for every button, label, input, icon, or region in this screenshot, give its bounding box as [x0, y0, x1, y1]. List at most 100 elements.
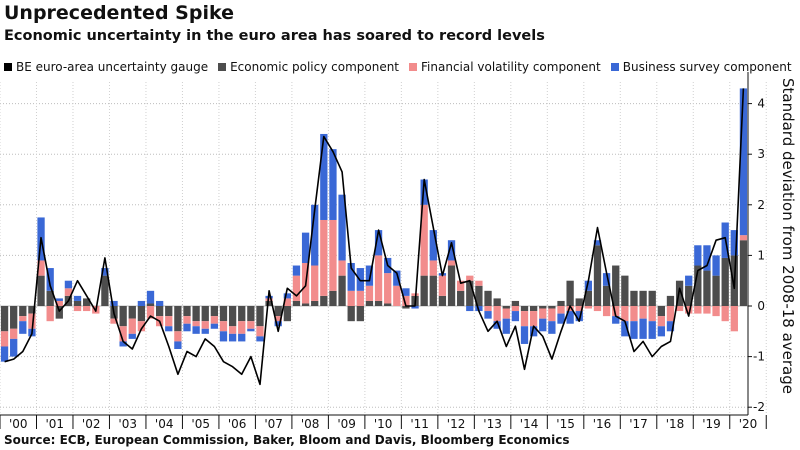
bar-segment-1	[685, 285, 693, 306]
bar-segment-2	[19, 316, 27, 322]
bar-segment-2	[64, 288, 73, 296]
bar-segment-3	[657, 326, 665, 337]
gauge-line	[4, 88, 745, 386]
legend-label-business-survey: Business survey component	[622, 60, 792, 74]
bar-segment-1	[201, 306, 209, 322]
bar-segment-2	[83, 306, 91, 312]
bar-segment-2	[238, 321, 246, 334]
bar-segment-1	[238, 306, 246, 322]
bar-segment-2	[0, 331, 9, 347]
bar-segment-2	[721, 306, 729, 322]
bar-segment-3	[630, 321, 638, 339]
bar-segment-2	[584, 306, 593, 309]
bar-segment-3	[46, 268, 54, 291]
bar-segment-1	[265, 300, 273, 306]
x-tick-label: '10	[374, 417, 393, 431]
bar-segment-1	[155, 306, 164, 317]
bar-segment-3	[110, 300, 118, 306]
bar-segment-2	[593, 306, 602, 312]
y-tick-label: 1	[757, 248, 765, 262]
bar-segment-3	[712, 255, 720, 276]
bar-segment-3	[566, 311, 574, 324]
bar-segment-2	[475, 280, 483, 286]
bar-segment-1	[247, 306, 255, 322]
x-tick-label: '01	[45, 417, 64, 431]
bar-segment-1	[19, 306, 27, 317]
x-tick-label: '13	[483, 417, 502, 431]
bar-segment-2	[630, 306, 638, 322]
bar-segment-3	[165, 326, 173, 332]
bar-segment-1	[283, 306, 291, 322]
x-tick-label: '19	[702, 417, 721, 431]
bar-segment-2	[356, 290, 364, 306]
bar-segment-1	[584, 290, 593, 306]
y-tick-label: 2	[757, 198, 765, 212]
bar-segment-3	[402, 288, 410, 296]
bar-segment-2	[119, 326, 127, 342]
bar-segment-1	[347, 306, 355, 322]
bar-segment-1	[520, 306, 529, 312]
bar-segment-3	[648, 321, 656, 339]
x-tick-label: '15	[556, 417, 575, 431]
bar-segment-1	[493, 298, 501, 306]
bar-segment-2	[612, 306, 620, 317]
bar-segment-2	[28, 313, 36, 329]
bar-segment-3	[19, 321, 27, 334]
bar-segment-1	[612, 265, 620, 306]
bar-segment-1	[301, 303, 310, 306]
x-tick-label: '16	[593, 417, 612, 431]
bar-segment-1	[28, 306, 36, 314]
bar-segment-1	[73, 300, 82, 306]
bar-segment-1	[256, 306, 264, 327]
bar-segment-3	[64, 280, 73, 289]
bar-segment-3	[493, 321, 501, 329]
bar-segment-2	[174, 331, 182, 342]
bar-segment-2	[703, 306, 711, 314]
bar-segment-2	[502, 308, 510, 319]
legend-item-gauge: BE euro-area uncertainty gauge	[4, 60, 208, 74]
bar-segment-1	[666, 295, 675, 306]
bar-segment-2	[374, 255, 383, 301]
bar-segment-3	[329, 149, 337, 220]
bar-segment-2	[666, 306, 675, 322]
bar-segment-2	[192, 321, 200, 327]
legend-item-economic-policy: Economic policy component	[218, 60, 399, 74]
x-tick-label: '08	[301, 417, 320, 431]
bar-segment-2	[338, 260, 346, 276]
bar-segment-2	[694, 306, 702, 314]
bar-segment-3	[621, 321, 629, 337]
bar-segment-3	[694, 245, 702, 266]
bar-segment-2	[539, 308, 547, 319]
x-tick-label: '02	[82, 417, 101, 431]
legend: BE euro-area uncertainty gauge Economic …	[4, 60, 792, 74]
bar-segment-1	[219, 306, 228, 322]
bar-segment-1	[557, 300, 565, 306]
bar-segment-1	[137, 306, 146, 322]
y-tick-label: -1	[753, 350, 765, 364]
bar-segment-1	[165, 306, 173, 317]
bar-segment-2	[493, 306, 501, 322]
bar-segment-3	[0, 346, 9, 362]
legend-swatch-financial-volatility	[409, 63, 418, 71]
bar-segment-3	[137, 300, 146, 306]
chart-subtitle: Economic uncertainty in the euro area ha…	[4, 28, 545, 44]
bar-segment-2	[365, 285, 374, 301]
bar-segment-1	[338, 275, 346, 306]
bar-segment-2	[511, 306, 520, 312]
bar-segment-3	[374, 230, 383, 256]
bar-segment-1	[539, 306, 547, 309]
bar-segment-3	[584, 280, 593, 291]
bar-segment-2	[256, 326, 264, 337]
bar-segment-1	[529, 306, 538, 312]
bar-segment-3	[219, 331, 228, 342]
bar-segment-3	[183, 323, 191, 332]
legend-item-financial-volatility: Financial volatility component	[409, 60, 601, 74]
bar-segment-3	[666, 321, 675, 332]
bar-segment-2	[110, 318, 118, 324]
bar-segment-3	[393, 270, 401, 286]
bar-segment-2	[274, 316, 282, 322]
bar-segment-2	[639, 306, 647, 319]
bar-segment-1	[511, 300, 520, 306]
bar-segment-1	[721, 257, 729, 306]
bar-segment-3	[338, 194, 346, 261]
